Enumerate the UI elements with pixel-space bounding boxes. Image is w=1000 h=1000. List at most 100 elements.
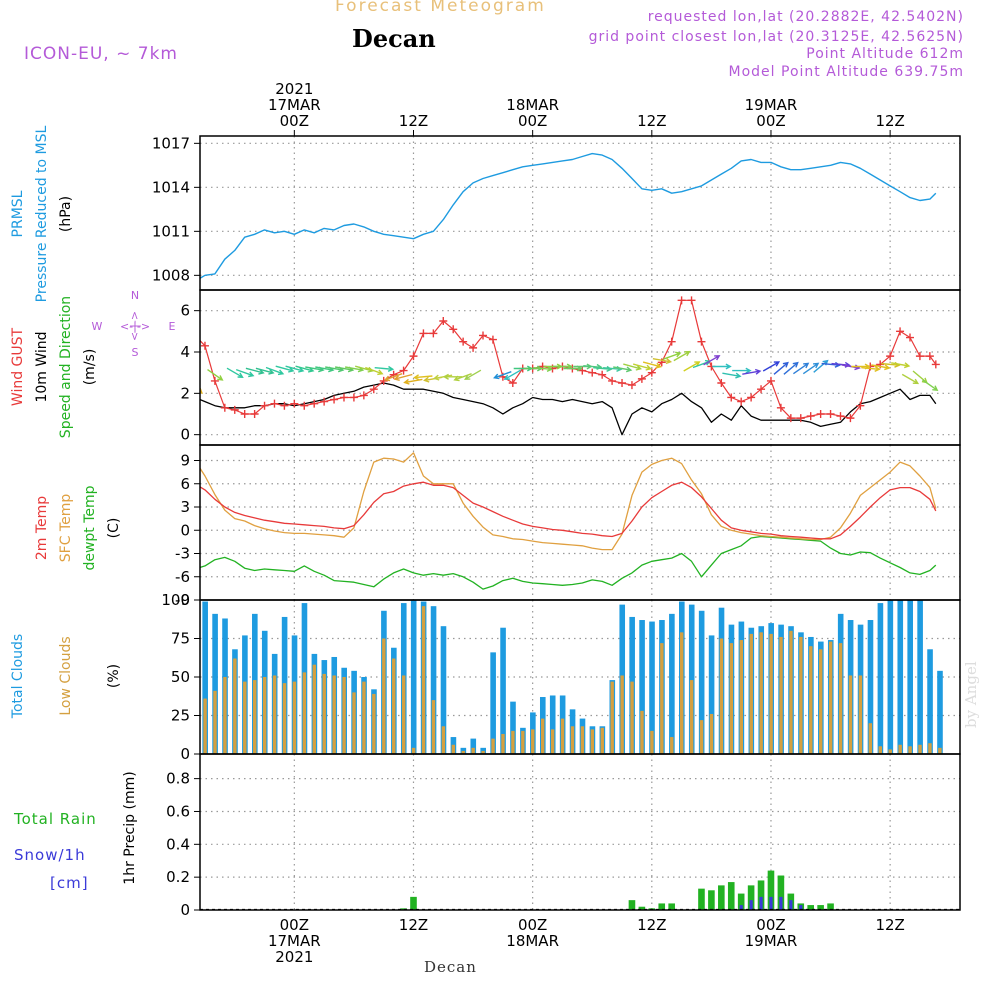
wind-axis-label: (m/s) bbox=[82, 349, 98, 386]
low-cloud-bar bbox=[521, 730, 525, 754]
wind-gust-marker bbox=[429, 329, 438, 338]
wind-direction-arrow bbox=[275, 365, 295, 373]
temperature-ytick-label: -3 bbox=[175, 545, 190, 563]
precip-legend-label: Snow/1h bbox=[14, 846, 86, 864]
low-cloud-bar bbox=[223, 677, 227, 754]
wind-gust-marker bbox=[667, 337, 676, 346]
low-cloud-bar bbox=[610, 681, 614, 754]
wind-direction-arrow bbox=[403, 378, 423, 385]
bottom-time-label: 00Z bbox=[756, 916, 785, 934]
low-cloud-bar bbox=[302, 672, 307, 754]
wind-direction-arrow bbox=[792, 362, 810, 375]
rain-bar bbox=[628, 900, 636, 910]
precip-ytick-label: 0.4 bbox=[166, 835, 190, 853]
wind-direction-arrow bbox=[821, 361, 841, 368]
low-cloud-bar bbox=[233, 658, 237, 754]
low-cloud-bar bbox=[531, 729, 535, 754]
wind-direction-arrow bbox=[662, 351, 682, 360]
wind-gust-marker bbox=[339, 393, 348, 402]
wind-ytick-label: 6 bbox=[180, 302, 190, 320]
wind-gust-marker bbox=[727, 393, 736, 402]
wind-direction-arrow bbox=[712, 363, 732, 370]
total-cloud-bar bbox=[510, 701, 516, 754]
low-cloud-bar bbox=[282, 683, 287, 754]
low-cloud-bar bbox=[352, 692, 356, 754]
t2m-line bbox=[200, 481, 937, 540]
low-cloud-bar bbox=[918, 744, 922, 754]
low-cloud-bar bbox=[799, 636, 803, 754]
top-time-label: 2021 bbox=[275, 80, 313, 98]
rain-bar bbox=[718, 885, 725, 910]
bottom-time-label: 00Z bbox=[518, 916, 547, 934]
plot-data bbox=[200, 152, 960, 910]
snow-bar bbox=[739, 905, 743, 910]
wind-ytick-label: 0 bbox=[180, 426, 190, 444]
wind-gust-marker bbox=[469, 343, 478, 352]
wind-axis-label: Wind GUST bbox=[10, 327, 26, 406]
low-cloud-bar bbox=[680, 632, 684, 754]
rain-bar bbox=[777, 875, 785, 910]
low-cloud-bar bbox=[898, 744, 902, 754]
low-cloud-bar bbox=[461, 750, 465, 754]
low-cloud-bar bbox=[312, 664, 316, 754]
temperature-ytick-label: 3 bbox=[180, 498, 190, 516]
wind-direction-arrow bbox=[891, 362, 911, 369]
wind-gust-marker bbox=[240, 410, 249, 418]
bottom-time-label: 12Z bbox=[399, 916, 428, 934]
low-cloud-bar bbox=[332, 675, 336, 754]
total-cloud-bar bbox=[937, 670, 943, 754]
requested-coords: requested lon,lat (20.2882E, 42.5402N) bbox=[647, 9, 964, 25]
wind-gust-marker bbox=[508, 379, 517, 387]
wind-gust-marker bbox=[627, 381, 636, 390]
total-cloud-bar bbox=[867, 620, 874, 754]
wind-gust-marker bbox=[588, 368, 597, 377]
bottom-time-label: 19MAR bbox=[745, 932, 798, 950]
wind-direction-arrow bbox=[642, 361, 662, 369]
wind-direction-arrow bbox=[255, 367, 275, 375]
chart-top-title: Forecast Meteogram bbox=[335, 0, 546, 16]
low-cloud-bar bbox=[640, 710, 644, 754]
low-cloud-bar bbox=[739, 640, 743, 754]
low-cloud-bar bbox=[670, 737, 674, 754]
pressure-axis-label: Pressure Reduced to MSL bbox=[34, 125, 50, 302]
wind-direction-arrow bbox=[265, 366, 285, 376]
bottom-time-label: 00Z bbox=[280, 916, 309, 934]
wind-gust-marker bbox=[280, 401, 289, 410]
wind-gust-marker bbox=[419, 329, 428, 338]
low-cloud-bar bbox=[451, 744, 456, 754]
low-cloud-bar bbox=[580, 726, 585, 754]
top-time-label: 19MAR bbox=[745, 96, 798, 114]
wind-gust-marker bbox=[220, 403, 229, 412]
low-cloud-bar bbox=[838, 643, 843, 754]
top-time-label: 18MAR bbox=[506, 96, 559, 114]
wind-direction-arrow bbox=[683, 361, 701, 372]
wind-direction-arrow bbox=[285, 365, 305, 373]
wind-gust-marker bbox=[459, 337, 468, 346]
total-cloud-bar bbox=[669, 613, 675, 754]
wind-gust-marker bbox=[717, 379, 726, 387]
total-cloud-bar bbox=[917, 600, 923, 754]
wind-gust-marker bbox=[449, 325, 458, 334]
precip-axis-label: 1hr Precip (mm) bbox=[122, 771, 138, 884]
low-cloud-bar bbox=[401, 675, 406, 754]
wind-gust-marker bbox=[816, 410, 825, 418]
wind-gust-marker bbox=[369, 385, 378, 394]
low-cloud-bar bbox=[709, 713, 714, 754]
wind-direction-arrow bbox=[871, 364, 891, 371]
low-cloud-bar bbox=[292, 681, 297, 754]
top-time-label: 12Z bbox=[637, 112, 666, 130]
wind-direction-arrow bbox=[226, 367, 244, 378]
total-cloud-bar bbox=[688, 604, 695, 754]
clouds-ytick-label: 50 bbox=[171, 668, 190, 686]
low-cloud-bar bbox=[620, 675, 624, 754]
precip-ytick-label: 0.8 bbox=[166, 770, 190, 788]
wind-direction-arrow bbox=[633, 363, 652, 371]
wind-direction-arrow bbox=[762, 361, 781, 372]
rain-bar bbox=[757, 880, 765, 910]
rain-bar bbox=[827, 903, 834, 910]
low-cloud-bar bbox=[858, 675, 863, 754]
wind-direction-arrow bbox=[732, 367, 752, 374]
wind-grid: 0 2 4 6 bbox=[180, 290, 960, 445]
wind-direction-arrow bbox=[841, 364, 861, 371]
